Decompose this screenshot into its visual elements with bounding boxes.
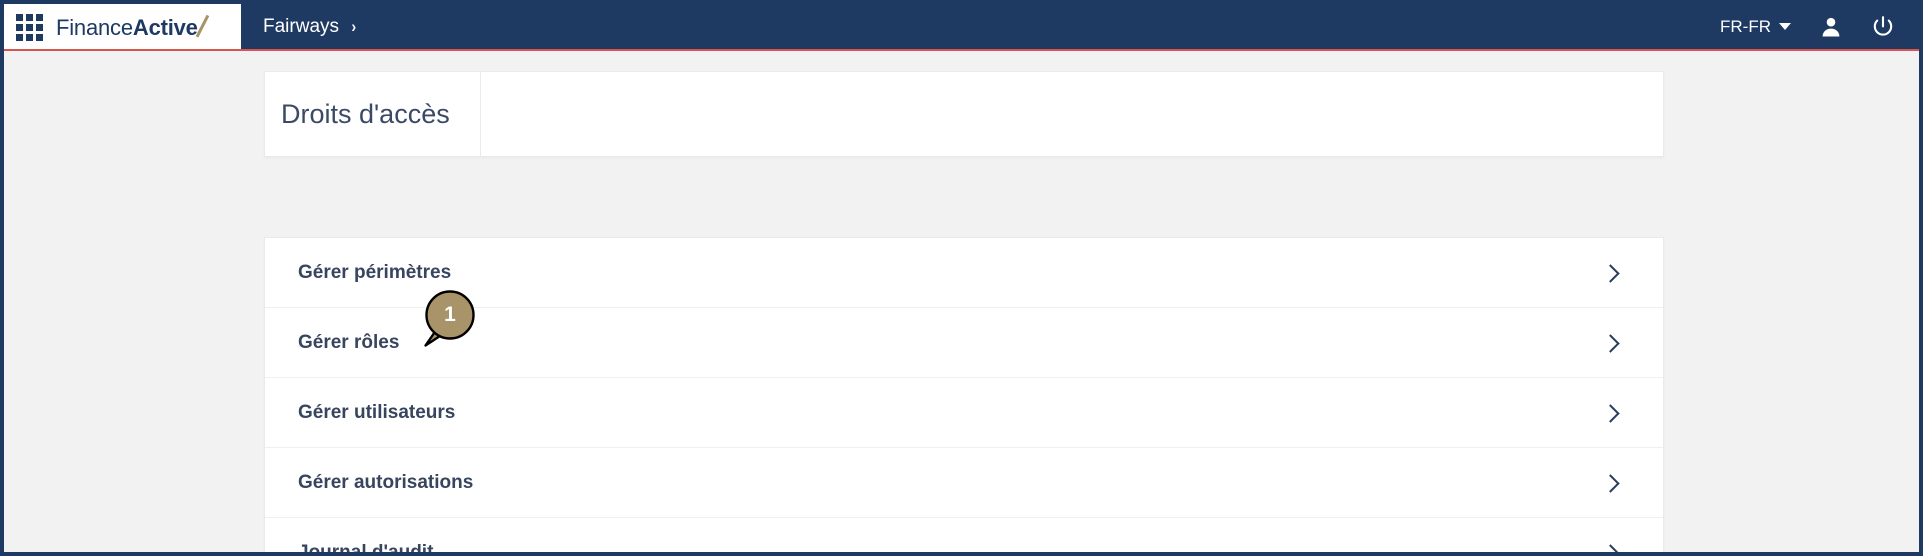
list-item-gerer-roles[interactable]: Gérer rôles <box>265 308 1663 378</box>
grid-cell <box>36 33 43 41</box>
topbar-actions: FR-FR <box>1720 4 1919 49</box>
list-item-gerer-utilisateurs[interactable]: Gérer utilisateurs <box>265 378 1663 448</box>
grid-cell <box>16 13 23 21</box>
list-item-label: Gérer utilisateurs <box>298 401 456 423</box>
list-item-label: Gérer périmètres <box>298 261 452 283</box>
grid-cell <box>36 23 43 31</box>
list-item-journal-daudit[interactable]: Journal d'audit <box>265 518 1663 556</box>
breadcrumb[interactable]: Fairways › <box>241 4 357 49</box>
chevron-right-icon[interactable] <box>1601 544 1619 552</box>
list-item-gerer-autorisations[interactable]: Gérer autorisations <box>265 448 1663 518</box>
page-content: Droits d'accès Gérer périmètres Gérer rô… <box>4 51 1919 552</box>
grid-cell <box>16 33 23 41</box>
financeactive-logo[interactable]: Finance Active <box>56 13 219 41</box>
topbar-spacer <box>357 4 1720 49</box>
page-title: Droits d'accès <box>281 98 450 129</box>
page-header-empty-area <box>481 72 1663 156</box>
chevron-right-icon[interactable] <box>1601 474 1619 492</box>
logo-slash-icon <box>199 13 219 35</box>
power-icon[interactable] <box>1871 15 1895 39</box>
page-title-tab: Droits d'accès <box>265 72 481 156</box>
logo-text-finance: Finance <box>56 14 133 40</box>
language-selector-value: FR-FR <box>1720 16 1771 36</box>
access-rights-list: Gérer périmètres Gérer rôles Gérer utili… <box>264 237 1664 556</box>
grid-cell <box>36 13 43 21</box>
list-item-label: Journal d'audit <box>298 542 434 556</box>
app-grid-icon[interactable] <box>16 13 43 41</box>
user-icon[interactable] <box>1819 15 1843 39</box>
chevron-right-icon[interactable] <box>1601 404 1619 422</box>
language-selector[interactable]: FR-FR <box>1720 17 1791 37</box>
grid-cell <box>26 13 33 21</box>
list-item-label: Gérer rôles <box>298 331 400 353</box>
list-item-gerer-perimetres[interactable]: Gérer périmètres <box>265 238 1663 308</box>
breadcrumb-item-fairways[interactable]: Fairways <box>263 15 340 37</box>
brand-block: Finance Active <box>4 4 241 49</box>
top-navigation-bar: Finance Active Fairways › FR-FR <box>4 4 1919 51</box>
list-item-label: Gérer autorisations <box>298 471 474 493</box>
chevron-right-icon: › <box>351 17 357 36</box>
chevron-right-icon[interactable] <box>1601 264 1619 282</box>
grid-cell <box>26 23 33 31</box>
page-header-card: Droits d'accès <box>264 71 1664 157</box>
logo-text-active: Active <box>132 14 198 40</box>
grid-cell <box>26 33 33 41</box>
chevron-right-icon[interactable] <box>1601 334 1619 352</box>
chevron-down-icon <box>1779 23 1791 30</box>
grid-cell <box>16 23 23 31</box>
